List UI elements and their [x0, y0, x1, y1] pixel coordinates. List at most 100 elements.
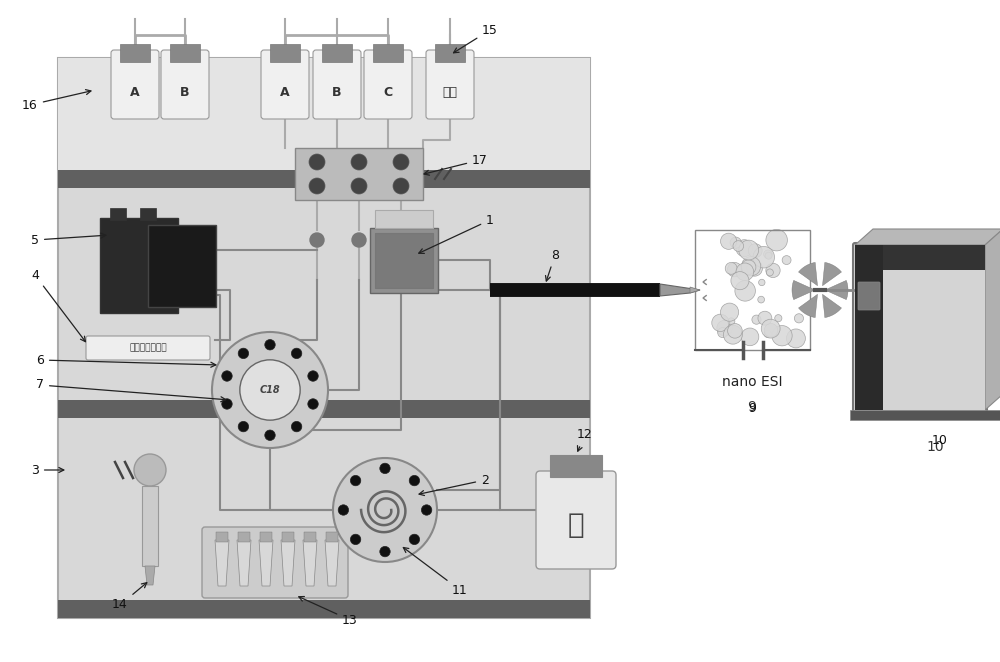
Text: 17: 17 — [424, 154, 488, 175]
Bar — [435, 44, 465, 62]
Text: 1: 1 — [419, 214, 494, 254]
Bar — [58, 58, 590, 618]
Text: 6: 6 — [36, 354, 216, 367]
Text: 15: 15 — [454, 23, 498, 53]
Circle shape — [728, 324, 742, 338]
Circle shape — [764, 250, 772, 258]
Text: B: B — [180, 85, 190, 99]
Text: C18: C18 — [260, 385, 280, 395]
Text: 8: 8 — [546, 248, 559, 281]
Polygon shape — [690, 287, 700, 293]
Circle shape — [747, 260, 762, 276]
Circle shape — [766, 229, 787, 251]
Circle shape — [310, 233, 324, 247]
FancyBboxPatch shape — [853, 243, 987, 412]
Polygon shape — [799, 262, 817, 286]
Circle shape — [238, 348, 249, 359]
Circle shape — [758, 311, 772, 325]
Bar — [216, 532, 228, 542]
Circle shape — [775, 314, 782, 322]
Polygon shape — [281, 540, 295, 586]
Circle shape — [265, 430, 275, 440]
Text: nano ESI: nano ESI — [722, 375, 782, 389]
Circle shape — [739, 240, 759, 260]
Bar — [295, 148, 423, 200]
Text: 2: 2 — [419, 473, 489, 496]
Bar — [142, 486, 158, 566]
Circle shape — [741, 328, 759, 346]
Polygon shape — [822, 295, 841, 318]
Circle shape — [351, 178, 367, 194]
Bar — [260, 532, 272, 542]
Bar — [58, 58, 590, 170]
Polygon shape — [259, 540, 273, 586]
Bar — [270, 44, 300, 62]
Text: 10: 10 — [932, 434, 948, 446]
Circle shape — [736, 263, 754, 281]
Circle shape — [350, 475, 361, 486]
Circle shape — [393, 178, 409, 194]
Circle shape — [717, 320, 732, 336]
FancyBboxPatch shape — [536, 471, 616, 569]
Circle shape — [352, 233, 366, 247]
Bar — [304, 532, 316, 542]
Text: 11: 11 — [403, 547, 468, 596]
Circle shape — [758, 296, 765, 303]
Polygon shape — [660, 284, 700, 296]
Circle shape — [380, 463, 390, 473]
Circle shape — [741, 257, 761, 276]
FancyBboxPatch shape — [86, 336, 210, 360]
Polygon shape — [237, 540, 251, 586]
FancyBboxPatch shape — [111, 50, 159, 119]
Polygon shape — [822, 262, 841, 286]
Circle shape — [409, 534, 420, 545]
Circle shape — [240, 360, 300, 420]
Circle shape — [393, 154, 409, 170]
Text: 磷酸化肽捕获柱: 磷酸化肽捕获柱 — [129, 344, 167, 352]
Circle shape — [772, 326, 792, 346]
Text: 5: 5 — [31, 233, 106, 246]
Polygon shape — [325, 540, 339, 586]
Text: 10: 10 — [926, 440, 944, 454]
Circle shape — [351, 154, 367, 170]
FancyBboxPatch shape — [364, 50, 412, 119]
Bar — [883, 270, 985, 410]
Polygon shape — [825, 281, 848, 300]
Circle shape — [134, 454, 166, 486]
Bar — [58, 170, 590, 188]
Bar — [375, 233, 433, 288]
Circle shape — [222, 399, 232, 409]
Circle shape — [333, 458, 437, 562]
Circle shape — [394, 233, 408, 247]
Bar — [855, 245, 985, 270]
Text: A: A — [280, 85, 290, 99]
Bar — [140, 208, 156, 220]
Circle shape — [238, 422, 249, 432]
Circle shape — [794, 314, 804, 323]
Circle shape — [291, 422, 302, 432]
Bar — [238, 532, 250, 542]
Circle shape — [733, 241, 744, 252]
Bar — [170, 44, 200, 62]
Circle shape — [380, 546, 390, 557]
Circle shape — [212, 332, 328, 448]
Circle shape — [727, 262, 742, 277]
Circle shape — [764, 330, 772, 338]
Circle shape — [766, 263, 780, 277]
Circle shape — [350, 534, 361, 545]
Bar — [120, 44, 150, 62]
Circle shape — [736, 240, 753, 257]
Circle shape — [718, 328, 728, 338]
Text: 16: 16 — [22, 89, 91, 111]
Text: 12: 12 — [577, 428, 593, 451]
Circle shape — [712, 314, 729, 332]
Circle shape — [723, 325, 742, 344]
Bar — [282, 532, 294, 542]
Text: 4: 4 — [31, 269, 85, 342]
Circle shape — [265, 340, 275, 350]
Circle shape — [309, 178, 325, 194]
Polygon shape — [215, 540, 229, 586]
Polygon shape — [799, 295, 817, 318]
Text: A: A — [130, 85, 140, 99]
Circle shape — [741, 260, 756, 275]
